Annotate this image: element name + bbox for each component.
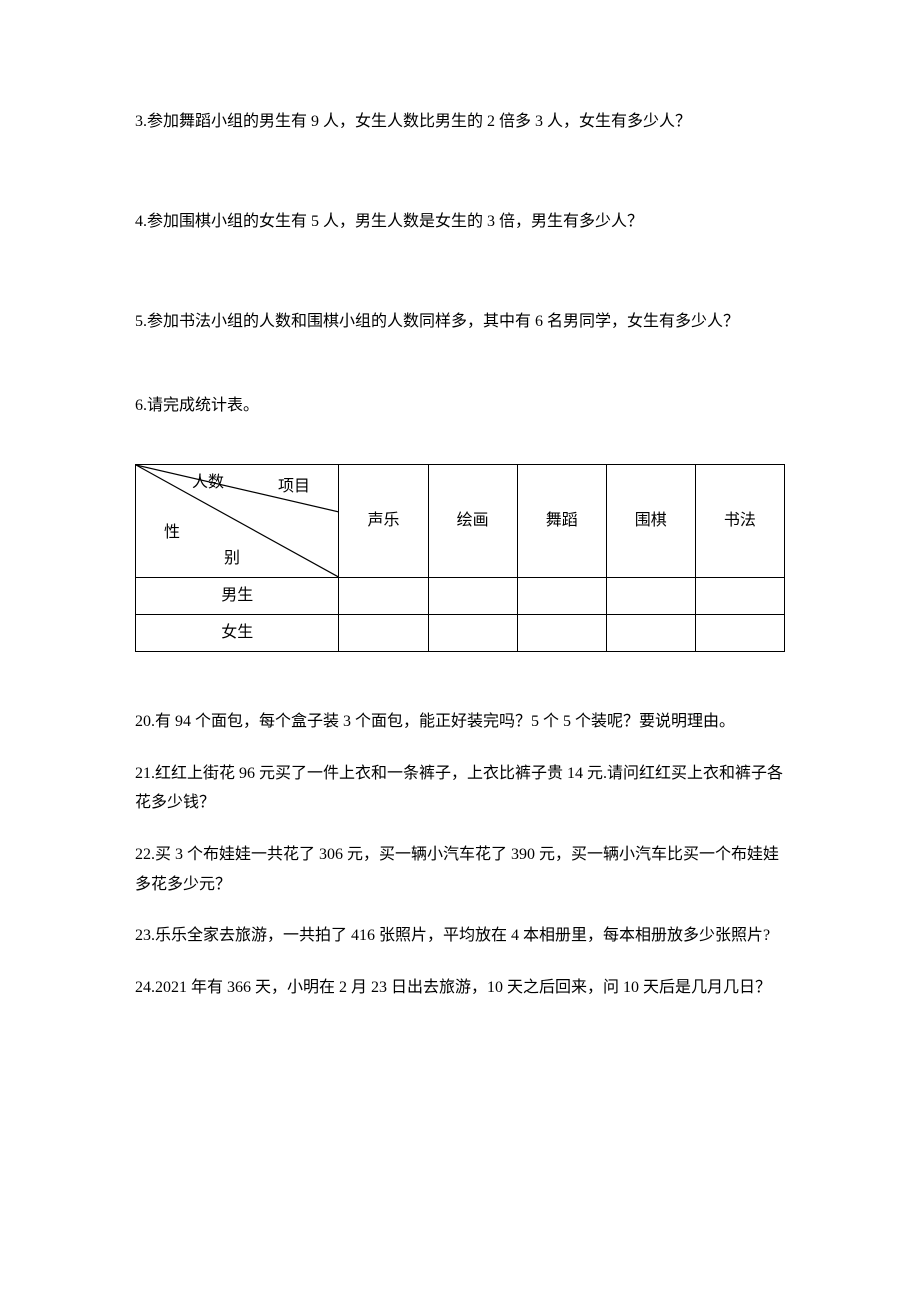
statistics-table: 人数 项目 性 别 声乐 绘画 舞蹈 围棋 书法 男生 女生 — [135, 464, 785, 652]
question-23: 23.乐乐全家去旅游，一共拍了 416 张照片，平均放在 4 本相册里，每本相册… — [135, 921, 785, 951]
table-header-row: 人数 项目 性 别 声乐 绘画 舞蹈 围棋 书法 — [136, 465, 785, 578]
table-diag-header: 人数 项目 性 别 — [136, 465, 339, 578]
question-20: 20.有 94 个面包，每个盒子装 3 个面包，能正好装完吗？5 个 5 个装呢… — [135, 707, 785, 737]
question-24: 24.2021 年有 366 天，小明在 2 月 23 日出去旅游，10 天之后… — [135, 973, 785, 1003]
table-cell — [517, 615, 606, 652]
question-21: 21.红红上街花 96 元买了一件上衣和一条裤子，上衣比裤子贵 14 元.请问红… — [135, 759, 785, 818]
table-col-header: 围棋 — [606, 465, 695, 578]
page: 3.参加舞蹈小组的男生有 9 人，女生人数比男生的 2 倍多 3 人，女生有多少… — [0, 0, 920, 1302]
table-cell — [517, 578, 606, 615]
table-row: 男生 — [136, 578, 785, 615]
table-col-header: 书法 — [695, 465, 784, 578]
diag-label-count: 人数 — [192, 471, 224, 495]
table-cell — [339, 615, 428, 652]
question-22: 22.买 3 个布娃娃一共花了 306 元，买一辆小汽车花了 390 元，买一辆… — [135, 840, 785, 899]
table: 人数 项目 性 别 声乐 绘画 舞蹈 围棋 书法 男生 女生 — [135, 464, 785, 652]
question-4: 4.参加围棋小组的女生有 5 人，男生人数是女生的 3 倍，男生有多少人？ — [135, 200, 785, 245]
table-cell — [695, 578, 784, 615]
question-5: 5.参加书法小组的人数和围棋小组的人数同样多，其中有 6 名男同学，女生有多少人… — [135, 300, 785, 345]
table-row: 女生 — [136, 615, 785, 652]
table-cell — [695, 615, 784, 652]
diag-label-gender2: 别 — [224, 547, 240, 571]
table-col-header: 声乐 — [339, 465, 428, 578]
question-6: 6.请完成统计表。 — [135, 384, 785, 429]
table-cell — [339, 578, 428, 615]
question-3: 3.参加舞蹈小组的男生有 9 人，女生人数比男生的 2 倍多 3 人，女生有多少… — [135, 100, 785, 145]
diag-label-project: 项目 — [278, 475, 310, 499]
table-col-header: 舞蹈 — [517, 465, 606, 578]
diag-label-gender1: 性 — [164, 521, 180, 545]
table-row-label: 男生 — [136, 578, 339, 615]
table-cell — [606, 615, 695, 652]
table-row-label: 女生 — [136, 615, 339, 652]
table-cell — [606, 578, 695, 615]
table-cell — [428, 615, 517, 652]
table-cell — [428, 578, 517, 615]
table-col-header: 绘画 — [428, 465, 517, 578]
